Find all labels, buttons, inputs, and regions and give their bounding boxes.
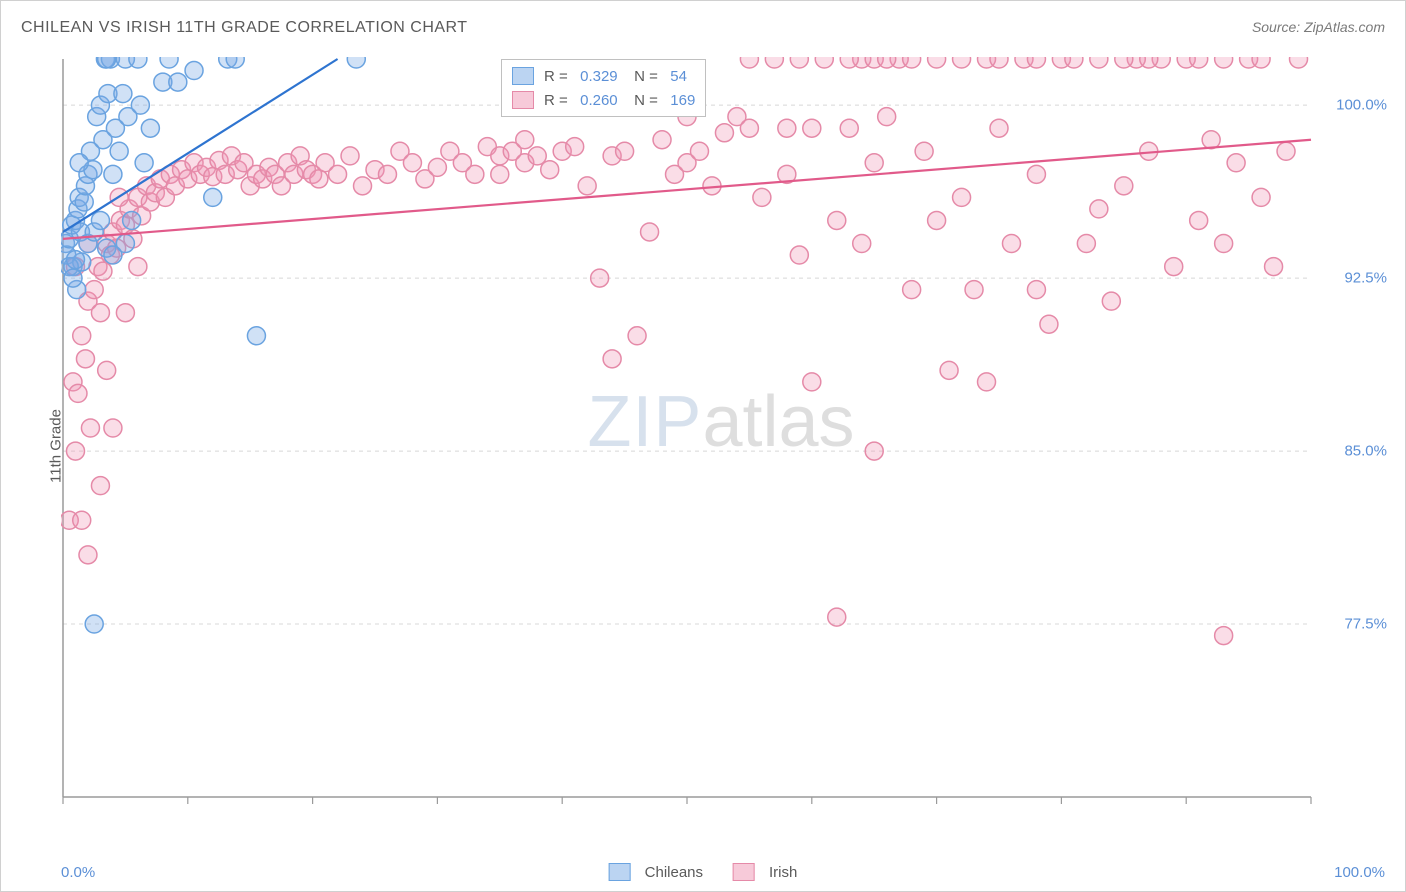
legend-stats-row-0: R = 0.329 N = 54 [512, 64, 695, 88]
legend-bottom: Chileans Irish [609, 863, 798, 881]
swatch-irish [512, 91, 534, 109]
legend-label-irish: Irish [769, 864, 797, 881]
source-label: Source: ZipAtlas.com [1252, 19, 1385, 35]
legend-label-chileans: Chileans [645, 864, 703, 881]
swatch-chileans-bottom [609, 863, 631, 881]
n-label: N = [622, 68, 667, 85]
chart-svg [61, 57, 1381, 817]
legend-item-chileans: Chileans [609, 863, 703, 881]
x-max-label: 100.0% [1334, 864, 1385, 881]
legend-stats-row-1: R = 0.260 N = 169 [512, 88, 695, 112]
y-tick-label: 100.0% [1336, 97, 1387, 114]
n-label: N = [622, 92, 667, 109]
r-val-0: 0.329 [580, 68, 618, 85]
r-label: R = [544, 68, 576, 85]
y-tick-label: 92.5% [1344, 270, 1387, 287]
chart-title: CHILEAN VS IRISH 11TH GRADE CORRELATION … [21, 19, 468, 37]
y-tick-label: 77.5% [1344, 616, 1387, 633]
chart-container: CHILEAN VS IRISH 11TH GRADE CORRELATION … [0, 0, 1406, 892]
legend-item-irish: Irish [733, 863, 797, 881]
legend-stats: R = 0.329 N = 54 R = 0.260 N = 169 [501, 59, 706, 117]
swatch-irish-bottom [733, 863, 755, 881]
swatch-chileans [512, 67, 534, 85]
plot-area: ZIPatlas [61, 57, 1381, 817]
y-tick-label: 85.0% [1344, 443, 1387, 460]
x-min-label: 0.0% [61, 864, 95, 881]
r-label: R = [544, 92, 576, 109]
n-val-1: 169 [670, 92, 695, 109]
n-val-0: 54 [670, 68, 687, 85]
r-val-1: 0.260 [580, 92, 618, 109]
